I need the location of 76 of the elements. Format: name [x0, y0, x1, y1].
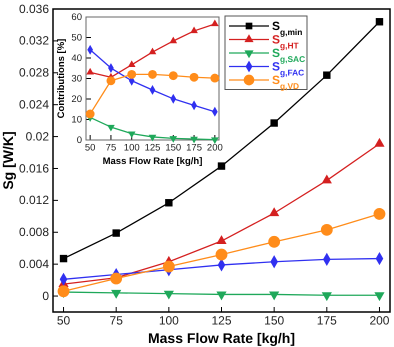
x-tick-label: 125: [211, 314, 232, 328]
x-tick-label: 175: [316, 314, 338, 328]
y-tick-label: 10: [71, 114, 82, 126]
point: [169, 36, 178, 44]
point: [86, 110, 95, 118]
point: [269, 207, 280, 216]
x-tick-label: 200: [206, 142, 223, 154]
point: [270, 119, 278, 127]
y-tick-label: 0.016: [18, 161, 50, 176]
point: [58, 285, 70, 298]
point: [162, 260, 175, 272]
x-tick-label: 50: [84, 142, 96, 154]
point: [112, 229, 120, 237]
point: [216, 292, 227, 300]
point: [218, 162, 226, 170]
point: [269, 292, 280, 300]
x-tick-label: 125: [144, 142, 160, 154]
point: [148, 70, 157, 79]
y-tick-label: 0: [42, 288, 50, 303]
y-tick-label: 0.02: [26, 129, 50, 144]
point: [168, 71, 178, 80]
point: [320, 224, 333, 236]
point: [323, 71, 331, 79]
point: [374, 292, 385, 302]
y-tick-label: 0.036: [18, 2, 50, 16]
y-tick-label: 0.012: [18, 193, 50, 208]
y-axis-title: Contributions [%]: [56, 38, 67, 118]
point: [169, 136, 178, 143]
point: [322, 292, 332, 302]
point: [60, 254, 68, 262]
x-axis-title: Mass Flow Rate [kg/h]: [102, 156, 202, 167]
point: [127, 70, 136, 79]
point: [106, 76, 116, 86]
point: [128, 131, 136, 138]
y-tick-label: 0.028: [18, 66, 50, 80]
point: [376, 18, 384, 26]
point: [268, 236, 280, 248]
y-tick-label: 50: [71, 32, 82, 44]
point: [322, 174, 332, 184]
point: [86, 68, 94, 75]
point: [148, 134, 156, 142]
point: [374, 208, 386, 220]
x-tick-label: 50: [56, 314, 71, 328]
point: [190, 72, 198, 82]
y-tick-label: 0.032: [18, 34, 50, 48]
point: [374, 138, 385, 147]
y-tick-label: 60: [71, 12, 82, 24]
point: [128, 60, 136, 67]
point: [165, 199, 173, 206]
point: [107, 124, 115, 132]
point: [190, 136, 198, 144]
y-tick-label: 0.008: [18, 225, 50, 240]
x-tick-label: 75: [106, 142, 116, 154]
point: [110, 272, 122, 284]
x-axis-title: Mass Flow Rate [kg/h]: [148, 330, 296, 346]
x-tick-label: 175: [186, 142, 202, 154]
x-tick-label: 100: [158, 314, 180, 328]
y-tick-label: 0: [76, 135, 82, 146]
point: [111, 290, 122, 299]
point: [148, 48, 156, 54]
y-tick-label: 20: [71, 94, 82, 106]
y-tick-label: 0.004: [18, 257, 50, 271]
point: [164, 290, 174, 300]
point: [190, 26, 198, 34]
point: [211, 20, 219, 26]
x-tick-label: 100: [124, 142, 140, 154]
y-tick-label: 0.024: [18, 98, 50, 112]
x-tick-label: 150: [165, 142, 182, 154]
y-tick-label: 40: [71, 53, 82, 64]
point: [210, 74, 220, 83]
x-tick-label: 75: [110, 314, 124, 328]
x-tick-label: 200: [369, 314, 390, 328]
x-tick-label: 150: [264, 314, 284, 328]
point: [216, 248, 228, 260]
y-axis-title: Sg [W/K]: [0, 131, 16, 190]
y-tick-label: 30: [71, 74, 82, 85]
